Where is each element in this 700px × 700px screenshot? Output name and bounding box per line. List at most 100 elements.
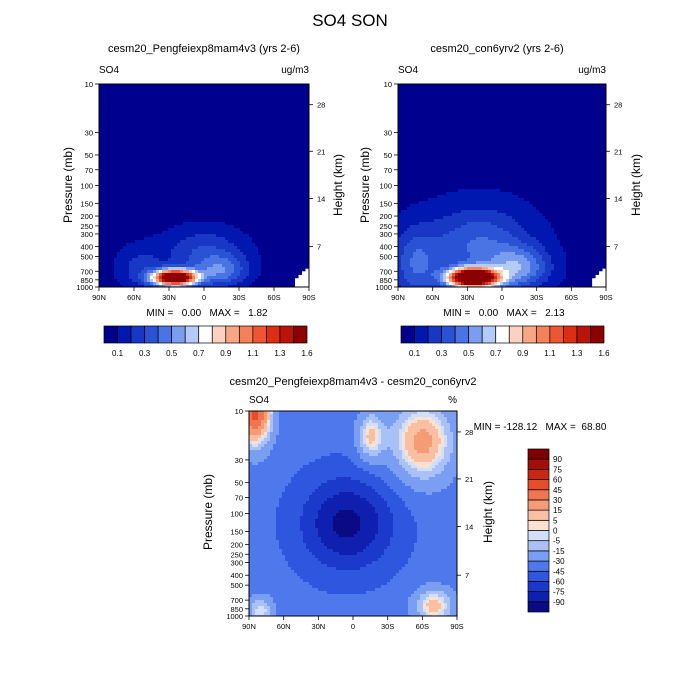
contour-cell xyxy=(144,207,147,210)
contour-cell xyxy=(141,117,144,120)
contour-cell xyxy=(138,186,141,189)
contour-cell xyxy=(285,114,288,117)
contour-cell xyxy=(488,87,491,90)
contour-cell xyxy=(276,138,279,141)
contour-cell xyxy=(141,195,144,198)
contour-cell xyxy=(276,231,279,234)
contour-cell xyxy=(153,108,156,111)
contour-cell xyxy=(213,93,216,96)
contour-cell xyxy=(150,279,153,282)
contour-cell xyxy=(225,279,228,282)
contour-cell xyxy=(222,183,225,186)
contour-cell xyxy=(168,195,171,198)
contour-cell xyxy=(138,150,141,153)
contour-cell xyxy=(114,168,117,171)
contour-cell xyxy=(210,123,213,126)
contour-cell xyxy=(240,219,243,222)
contour-cell xyxy=(183,234,186,237)
contour-cell xyxy=(207,93,210,96)
contour-cell xyxy=(228,126,231,129)
contour-cell xyxy=(189,186,192,189)
contour-cell xyxy=(153,240,156,243)
contour-cell xyxy=(123,270,126,273)
contour-cell xyxy=(207,234,210,237)
contour-cell xyxy=(183,120,186,123)
contour-cell xyxy=(279,231,282,234)
contour-cell xyxy=(267,216,270,219)
contour-cell xyxy=(174,225,177,228)
contour-cell xyxy=(270,204,273,207)
contour-cell xyxy=(144,189,147,192)
contour-cell xyxy=(225,90,228,93)
contour-cell xyxy=(141,234,144,237)
contour-cell xyxy=(234,141,237,144)
contour-cell xyxy=(135,120,138,123)
contour-cell xyxy=(144,162,147,165)
contour-cell xyxy=(267,270,270,273)
contour-cell xyxy=(288,264,291,267)
contour-cell xyxy=(288,234,291,237)
contour-cell xyxy=(117,225,120,228)
contour-cell xyxy=(141,237,144,240)
contour-cell xyxy=(300,96,303,99)
contour-cell xyxy=(285,120,288,123)
contour-cell xyxy=(204,156,207,159)
contour-cell xyxy=(237,129,240,132)
contour-cell xyxy=(252,273,255,276)
contour-cell xyxy=(150,222,153,225)
contour-cell xyxy=(288,249,291,252)
contour-cell xyxy=(183,165,186,168)
contour-cell xyxy=(147,243,150,246)
contour-cell xyxy=(102,141,105,144)
contour-cell xyxy=(186,261,189,264)
contour-cell xyxy=(231,117,234,120)
contour-cell xyxy=(216,141,219,144)
contour-cell xyxy=(138,135,141,138)
contour-cell xyxy=(285,141,288,144)
contour-cell xyxy=(165,162,168,165)
contour-cell xyxy=(174,246,177,249)
contour-cell xyxy=(273,141,276,144)
contour-cell xyxy=(291,213,294,216)
contour-cell xyxy=(294,243,297,246)
contour-cell xyxy=(144,120,147,123)
contour-cell xyxy=(141,177,144,180)
contour-cell xyxy=(291,132,294,135)
contour-cell xyxy=(303,126,306,129)
contour-cell xyxy=(171,249,174,252)
contour-cell xyxy=(222,246,225,249)
contour-cell xyxy=(159,201,162,204)
contour-cell xyxy=(105,189,108,192)
contour-cell xyxy=(192,93,195,96)
contour-cell xyxy=(198,228,201,231)
contour-cell xyxy=(120,153,123,156)
contour-cell xyxy=(213,156,216,159)
contour-cell xyxy=(120,120,123,123)
contour-cell xyxy=(147,189,150,192)
contour-cell xyxy=(162,144,165,147)
contour-cell xyxy=(162,114,165,117)
contour-cell xyxy=(147,120,150,123)
contour-cell xyxy=(249,177,252,180)
contour-cell xyxy=(150,225,153,228)
contour-cell xyxy=(300,147,303,150)
contour-cell xyxy=(129,135,132,138)
contour-cell xyxy=(168,102,171,105)
contour-cell xyxy=(174,270,177,273)
contour-cell xyxy=(165,144,168,147)
contour-cell xyxy=(240,144,243,147)
contour-cell xyxy=(102,192,105,195)
contour-cell xyxy=(135,210,138,213)
contour-cell xyxy=(276,147,279,150)
contour-cell xyxy=(228,186,231,189)
contour-cell xyxy=(150,165,153,168)
contour-cell xyxy=(270,180,273,183)
contour-cell xyxy=(168,198,171,201)
contour-cell xyxy=(102,153,105,156)
contour-cell xyxy=(156,114,159,117)
contour-cell xyxy=(204,249,207,252)
contour-cell xyxy=(123,234,126,237)
contour-cell xyxy=(210,147,213,150)
contour-cell xyxy=(147,246,150,249)
contour-cell xyxy=(222,237,225,240)
